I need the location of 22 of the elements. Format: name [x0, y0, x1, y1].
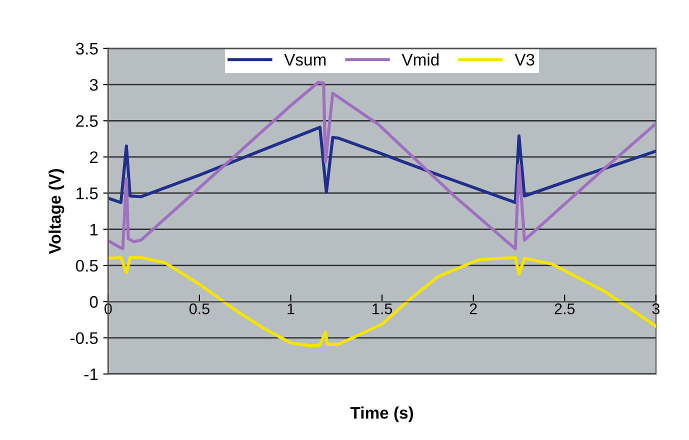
x-tick-label: 1: [288, 304, 294, 314]
y-tick-label: -0.5: [70, 332, 98, 344]
x-tick-label: 1.5: [372, 304, 392, 314]
y-tick-label: 1: [90, 224, 98, 236]
legend-label: Vsum: [284, 54, 326, 66]
x-tick-label: 3: [652, 303, 660, 314]
y-tick-label: -1: [84, 368, 98, 380]
line-series: [108, 126, 656, 204]
legend-label: Vmid: [402, 53, 439, 66]
x-tick-label: 0.5: [189, 303, 210, 314]
x-tick-label: 2.5: [554, 303, 575, 314]
y-tick-label: 3: [90, 78, 98, 91]
y-tick-label: 2: [90, 151, 98, 163]
legend-label: V3: [514, 54, 534, 66]
x-axis-title: Time (s): [350, 406, 414, 422]
y-tick-label: 2.5: [76, 115, 98, 127]
line-series: [108, 80, 656, 250]
x-tick-label: 2: [470, 303, 477, 314]
y-tick-label: 0.5: [76, 260, 98, 272]
y-tick-label: 3.5: [76, 42, 98, 55]
y-axis-title: Voltage (V): [48, 169, 64, 254]
y-tick-label: 1.5: [76, 188, 98, 200]
